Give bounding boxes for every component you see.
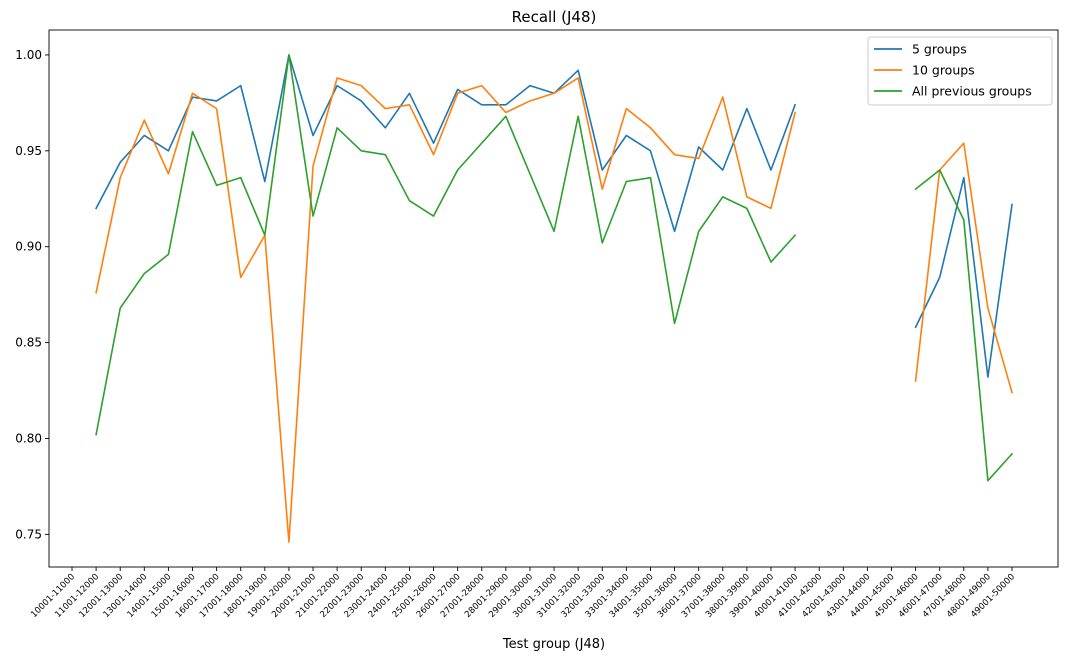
series-line-segment — [914, 176, 1013, 378]
legend-item: All previous groups — [874, 84, 1032, 99]
chart-title: Recall (J48) — [512, 8, 597, 26]
series-line-segment — [914, 169, 1014, 482]
legend-label: 5 groups — [912, 42, 967, 57]
legend: 5 groups 10 groups All previous groups — [867, 36, 1053, 106]
series-2 — [95, 77, 1013, 543]
series-line-segment — [95, 54, 797, 233]
y-tick-label: 0.75 — [15, 527, 42, 541]
legend-item: 5 groups — [874, 42, 967, 57]
y-tick-label: 0.95 — [15, 144, 42, 158]
legend-item: 10 groups — [874, 63, 975, 78]
legend-label: 10 groups — [912, 63, 975, 78]
legend-label: All previous groups — [912, 84, 1032, 99]
y-tick-label: 0.90 — [15, 240, 42, 254]
series-line-segment — [95, 54, 797, 436]
series-line-segment — [95, 77, 797, 543]
plot-area — [95, 54, 1014, 543]
y-tick-label: 0.80 — [15, 432, 42, 446]
series-3 — [95, 54, 1014, 482]
x-axis-label: Test group (J48) — [502, 637, 605, 652]
series-line-segment — [914, 142, 1013, 394]
legend-box — [867, 36, 1053, 106]
y-tick-label: 0.85 — [15, 336, 42, 350]
y-tick-label: 1.00 — [15, 48, 42, 62]
series-1 — [95, 54, 1013, 378]
plot-frame — [48, 29, 1059, 568]
